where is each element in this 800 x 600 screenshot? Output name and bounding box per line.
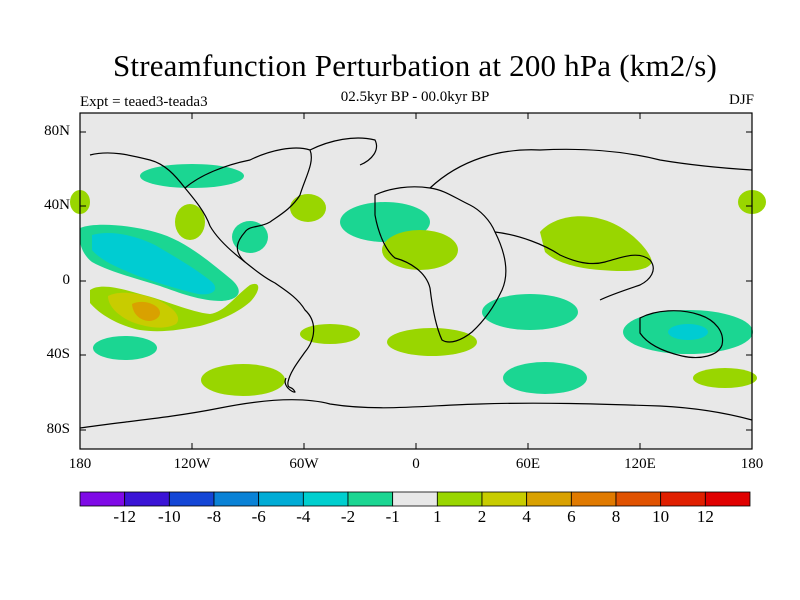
map-subtitle: 02.5kyr BP - 00.0kyr BP [340,89,490,105]
colorbar-swatch [481,491,528,507]
colorbar-swatch [526,491,572,507]
colorbar-tick-label: -12 [113,507,136,526]
season-label: DJF [728,92,754,108]
y-tick-label: 0 [62,272,71,288]
map-title: Streamfunction Perturbation at 200 hPa (… [112,48,718,83]
experiment-label: Expt = teaed3-teada3 [80,94,208,110]
colorbar-swatch [258,491,304,507]
contour-neg2-north-pacific [92,233,216,295]
colorbar-tick-label: 10 [652,507,670,526]
colorbar-tick-label: 2 [477,507,487,526]
x-tick-label: 180 [740,456,764,472]
contour-neg-aleutian [140,164,244,188]
x-tick-label: 120W [173,456,211,472]
colorbar-swatch [213,491,260,507]
contour-pos-south-atlantic [387,328,477,356]
contour-fills [70,164,766,396]
colorbar-tick-label: 1 [433,507,442,526]
x-tick-label: 60E [515,456,541,472]
y-tick-label: 80S [46,421,70,437]
colorbar-swatch [704,491,751,507]
colorbar-swatch [347,491,394,507]
colorbar-tick-label: -2 [340,507,356,526]
x-tick-label: 60W [289,456,319,472]
x-axis-ticks [191,113,641,449]
x-tick-label: 180 [68,456,92,472]
coastlines [79,137,753,429]
contour-neg-southern-ocean-indian [503,362,587,394]
y-axis-ticks [80,131,752,431]
x-tick-label: 0 [412,456,420,472]
contour-pos-north-africa [382,230,458,270]
contour-neg2-australia [668,324,708,340]
colorbar-tick-label: -4 [296,507,311,526]
contour-pos-southern-ocean-pacific [201,364,285,396]
contour-neg-indian-ocean [482,294,578,330]
contour-pos-asia [540,216,652,272]
y-tick-label: 40S [46,346,70,362]
contour-pos-north-atlantic [290,194,326,222]
colorbar-swatch [615,491,662,507]
contour-neg-caribbean [232,221,268,253]
contour-pos-south-america-east [300,324,360,344]
y-tick-label: 40N [44,197,70,213]
y-tick-label: 80N [44,123,70,139]
colorbar-tick-label: -8 [206,507,222,526]
contour-pos-tasman [693,368,757,388]
colorbar-swatch [168,491,215,507]
colorbar-tick-label: 6 [567,507,576,526]
colorbar-tick-label: 8 [611,507,621,526]
colorbar-tick-label: -1 [385,507,400,526]
colorbar-swatch [79,491,126,507]
colorbar-tick-label: -10 [157,507,181,526]
colorbar-swatch [392,491,438,507]
colorbar-tick-label: 12 [696,507,714,526]
colorbar-swatch [302,491,349,507]
contour-pos-west-central [175,204,205,240]
colorbar-swatch [124,491,170,507]
colorbar-swatch [436,491,483,507]
contour-neg-south-pacific-west [93,336,157,360]
contour-pos4-south-pacific [132,301,161,321]
colorbar-tick-label: 4 [522,507,531,526]
x-tick-label: 120E [624,456,656,472]
colorbar-swatch [660,491,706,507]
colorbar-tick-label: -6 [251,507,266,526]
colorbar [79,491,751,507]
colorbar-swatch [570,491,617,507]
